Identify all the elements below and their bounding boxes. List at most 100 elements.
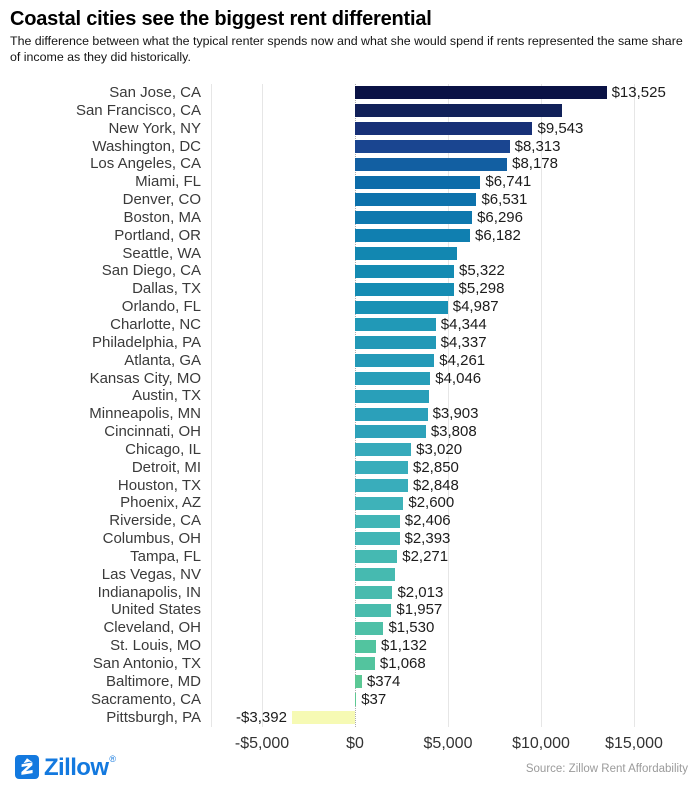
category-label: Charlotte, NC [110,315,201,333]
bar-plot-cell: $1,957 [205,601,700,619]
bar-row: Baltimore, MD $374 [0,673,700,691]
category-label: Miami, FL [135,173,201,191]
category-label: Detroit, MI [131,458,201,476]
bar-row: Columbus, OH $2,393 [0,530,700,548]
x-axis-tick-label: $10,000 [512,735,570,752]
bar-row: Dallas, TX $5,298 [0,280,700,298]
bar-plot-cell [205,387,700,405]
bar-row: Indianapolis, IN $2,013 [0,584,700,602]
bar [355,443,412,457]
bar-row: Boston, MA $6,296 [0,209,700,227]
zero-baseline-gridline [355,84,356,727]
bar-plot-cell: $2,848 [205,477,700,495]
category-label: Cincinnati, OH [104,423,201,441]
bar-plot-cell: $6,741 [205,173,700,191]
value-label: $2,406 [404,512,451,530]
value-label: $3,808 [430,423,477,441]
x-axis-tick-label: $5,000 [423,735,473,752]
category-label: Sacramento, CA [90,690,201,708]
bar-plot-cell: $3,808 [205,423,700,441]
category-label: Seattle, WA [122,244,201,262]
bar-row: Detroit, MI $2,850 [0,459,700,477]
bar-plot-cell: $1,530 [205,619,700,637]
category-label: Austin, TX [132,387,201,405]
category-label: Washington, DC [92,137,201,155]
category-label: St. Louis, MO [110,637,201,655]
value-label: $8,313 [514,137,561,155]
bar [355,211,473,225]
bar-plot-cell: $8,178 [205,155,700,173]
bar [355,603,392,617]
bar [355,532,400,546]
bar-chart: San Jose, CA $13,525 San Francisco, CA New … [0,84,700,756]
bar-plot-cell: $4,987 [205,298,700,316]
bar-plot-cell: $374 [205,673,700,691]
bar [355,693,357,707]
bar-plot-cell: $13,525 [205,84,700,102]
chart-footer: Zillow ® Source: Zillow Rent Affordabili… [0,750,700,794]
bar [355,407,428,421]
value-label: $4,344 [440,315,487,333]
category-label: Columbus, OH [102,530,201,548]
bar-row: Philadelphia, PA $4,337 [0,334,700,352]
gridline [448,84,449,727]
bar-row: Los Angeles, CA $8,178 [0,155,700,173]
bar [355,425,426,439]
bar-row: Kansas City, MO $4,046 [0,370,700,388]
bar-row: Seattle, WA [0,245,700,263]
source-credit: Source: Zillow Rent Affordability [525,763,688,775]
bar [355,389,430,403]
bar-plot-cell: $1,132 [205,637,700,655]
bar-row: St. Louis, MO $1,132 [0,637,700,655]
bar [355,336,436,350]
bar-row: Phoenix, AZ $2,600 [0,494,700,512]
gridline [541,84,542,727]
value-label: $6,741 [485,173,532,191]
category-label: Philadelphia, PA [92,333,201,351]
value-label: $1,132 [381,637,427,655]
category-label: Dallas, TX [132,280,201,298]
zillow-wordmark: Zillow [44,754,109,781]
bar-plot-cell: -$3,392 [205,709,700,727]
bar-row: Riverside, CA $2,406 [0,512,700,530]
bar [355,496,404,510]
category-label: Atlanta, GA [124,351,201,369]
category-label: United States [110,601,201,619]
bar-plot-cell: $2,406 [205,512,700,530]
category-label: Phoenix, AZ [120,494,201,512]
category-label: Kansas City, MO [89,369,201,387]
category-label: Houston, TX [117,476,201,494]
bar-plot-cell: $9,543 [205,120,700,138]
gridline [210,84,212,727]
category-label: Riverside, CA [109,512,201,530]
chart-header: Coastal cities see the biggest rent diff… [10,8,692,66]
category-label: Tampa, FL [130,547,201,565]
bar-plot-cell: $2,393 [205,530,700,548]
value-label: $6,182 [474,226,521,244]
value-label: $4,046 [435,369,482,387]
bar [355,478,408,492]
bar-plot-cell: $4,261 [205,352,700,370]
bar [355,139,510,153]
value-label: $5,298 [458,280,505,298]
bar-plot-cell: $6,531 [205,191,700,209]
bar-plot-cell [205,566,700,584]
value-label: $4,337 [440,333,487,351]
value-label: $6,296 [477,208,523,226]
bar-plot-cell: $5,322 [205,262,700,280]
bar [355,621,384,635]
bar [355,246,458,260]
bar-plot-cell: $6,182 [205,227,700,245]
gridline [634,84,635,727]
value-label: $2,850 [413,458,459,476]
bar-row: Chicago, IL $3,020 [0,441,700,459]
gridline [262,84,263,727]
category-label: San Diego, CA [101,262,201,280]
bar [355,550,398,564]
category-label: Orlando, FL [121,298,201,316]
bar-row: Denver, CO $6,531 [0,191,700,209]
category-label: Indianapolis, IN [97,583,201,601]
bar-plot-cell: $3,020 [205,441,700,459]
bar-row: Charlotte, NC $4,344 [0,316,700,334]
value-label: $1,957 [396,601,443,619]
